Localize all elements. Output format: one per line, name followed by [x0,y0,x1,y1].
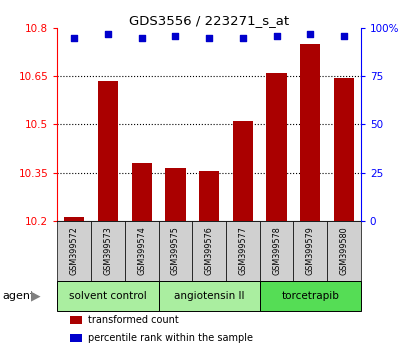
Bar [299,44,319,221]
Point [306,31,313,37]
Text: GSM399574: GSM399574 [137,227,146,275]
Bar [57,221,91,281]
Bar [225,221,259,281]
Text: solvent control: solvent control [69,291,146,301]
Text: angiotensin II: angiotensin II [173,291,244,301]
Bar [326,221,360,281]
Bar [70,334,81,342]
Text: transformed count: transformed count [88,315,178,325]
Bar [124,221,158,281]
Bar [259,221,293,281]
Bar [158,221,192,281]
Text: GSM399580: GSM399580 [339,227,348,275]
Point [239,35,245,41]
Point [172,33,178,39]
Bar [293,221,326,281]
Bar [232,121,252,221]
Text: torcetrapib: torcetrapib [281,291,338,301]
Bar [70,316,81,324]
Point [138,35,145,41]
Text: GSM399579: GSM399579 [305,226,314,275]
Bar [333,78,353,221]
Text: agent: agent [2,291,34,301]
Text: GSM399577: GSM399577 [238,226,247,275]
Text: ▶: ▶ [31,290,40,303]
Text: GSM399575: GSM399575 [171,226,180,275]
Point [104,31,111,37]
Text: GSM399578: GSM399578 [271,227,280,275]
Bar [198,171,219,221]
Bar [266,73,286,221]
Text: GSM399576: GSM399576 [204,227,213,275]
Bar [165,168,185,221]
Point [205,35,212,41]
Bar [57,281,158,311]
Text: GSM399572: GSM399572 [70,226,79,275]
Bar [64,217,84,221]
Point [340,33,346,39]
Bar [98,81,118,221]
Bar [91,221,124,281]
Bar [259,281,360,311]
Bar [158,281,259,311]
Bar [192,221,225,281]
Text: GSM399573: GSM399573 [103,227,112,275]
Text: percentile rank within the sample: percentile rank within the sample [88,333,252,343]
Point [71,35,77,41]
Point [272,33,279,39]
Bar [131,163,151,221]
Title: GDS3556 / 223271_s_at: GDS3556 / 223271_s_at [129,14,288,27]
